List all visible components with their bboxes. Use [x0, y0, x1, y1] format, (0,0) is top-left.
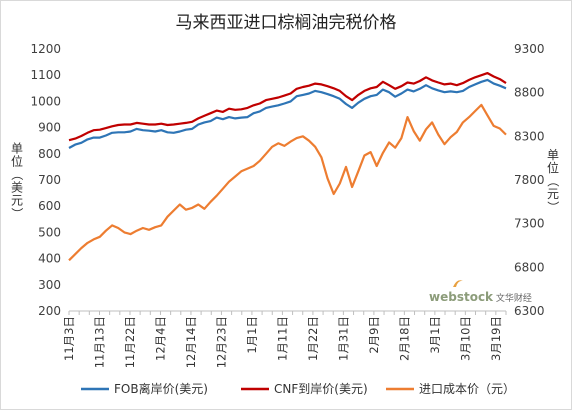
x-tick-label: 12月4日: [153, 316, 167, 361]
y-right-tick-label: 7800: [514, 173, 545, 187]
y-left-tick-label: 1000: [30, 94, 61, 108]
x-tick-label: 1月11日: [275, 316, 289, 361]
y-left-tick-label: 300: [38, 278, 61, 292]
y-right-tick-label: 8800: [514, 86, 545, 100]
series-line: [68, 71, 507, 142]
y-left-tick-label: 1100: [30, 68, 61, 82]
legend: FOB离岸价(美元) CNF到岸价(美元) 进口成本价（元）: [81, 381, 515, 396]
axis-label-char: 单: [547, 148, 559, 162]
axes: 200 300 400 500 600 700 800 900 1000 1100 1200 6300…: [10, 42, 560, 368]
legend-label: CNF到岸价(美元): [274, 382, 368, 396]
y-right-tick-label: 6300: [514, 304, 545, 318]
y-left-tick-label: 500: [38, 225, 61, 239]
watermark-brand: webstock: [429, 290, 494, 304]
axis-label-char: 位: [547, 160, 559, 175]
x-tick-label: 1月31日: [336, 316, 350, 361]
y-right-tick-label: 6800: [514, 260, 545, 274]
axis-label-char: 元: [11, 194, 23, 208]
x-tick-label: 2月9日: [367, 316, 381, 354]
axis-label-char: （: [10, 168, 24, 180]
axis-label-char: 单: [11, 142, 23, 156]
x-tick-label: 11月22日: [123, 316, 137, 368]
x-tick-label: 3月1日: [428, 316, 442, 354]
series-line: [68, 78, 507, 149]
y-left-tick-label: 400: [38, 252, 61, 266]
axis-label-char: ）: [546, 201, 560, 213]
axis-label-char: 美: [11, 181, 23, 195]
watermark-text: webstock 文华财经: [429, 290, 532, 304]
x-tick-label: 11月3日: [62, 316, 76, 361]
watermark-flame-icon: [453, 280, 463, 287]
y-axis-label-right: 单位（元）: [546, 148, 560, 213]
legend-label: 进口成本价（元）: [419, 382, 515, 396]
y-axis-label-left: 单位（美元）: [10, 142, 24, 220]
y-left-tick-label: 600: [38, 199, 61, 213]
y-left-tick-label: 800: [38, 147, 61, 161]
x-tick-label: 12月14日: [184, 316, 198, 368]
watermark-logo: webstock 文华财经: [429, 280, 532, 304]
x-tick-label: 1月1日: [245, 316, 259, 354]
x-tick-label: 11月13日: [92, 316, 106, 368]
axis-label-char: ）: [10, 207, 24, 219]
series-layer: [68, 71, 507, 262]
x-tick-label: 12月23日: [214, 316, 228, 368]
y-right-tick-label: 8300: [514, 129, 545, 143]
series-line: [68, 103, 507, 262]
axis-label-char: （: [546, 175, 560, 187]
y-left-tick-label: 1200: [30, 42, 61, 56]
legend-label: FOB离岸价(美元): [114, 381, 208, 396]
axis-label-char: 元: [547, 187, 559, 201]
y-left-tick-label: 200: [38, 304, 61, 318]
y-left-tick-label: 900: [38, 121, 61, 135]
x-tick-label: 3月10日: [458, 316, 472, 361]
y-right-tick-label: 9300: [514, 42, 545, 56]
watermark-subtitle: 文华财经: [493, 292, 532, 304]
x-tick-label: 3月19日: [489, 316, 503, 361]
axis-label-char: 位: [11, 154, 23, 169]
chart-title: 马来西亚进口棕榈油完税价格: [176, 13, 397, 33]
x-tick-label: 1月22日: [306, 316, 320, 361]
y-left-tick-label: 700: [38, 173, 61, 187]
y-right-tick-label: 7300: [514, 217, 545, 231]
x-tick-label: 2月18日: [397, 316, 411, 361]
